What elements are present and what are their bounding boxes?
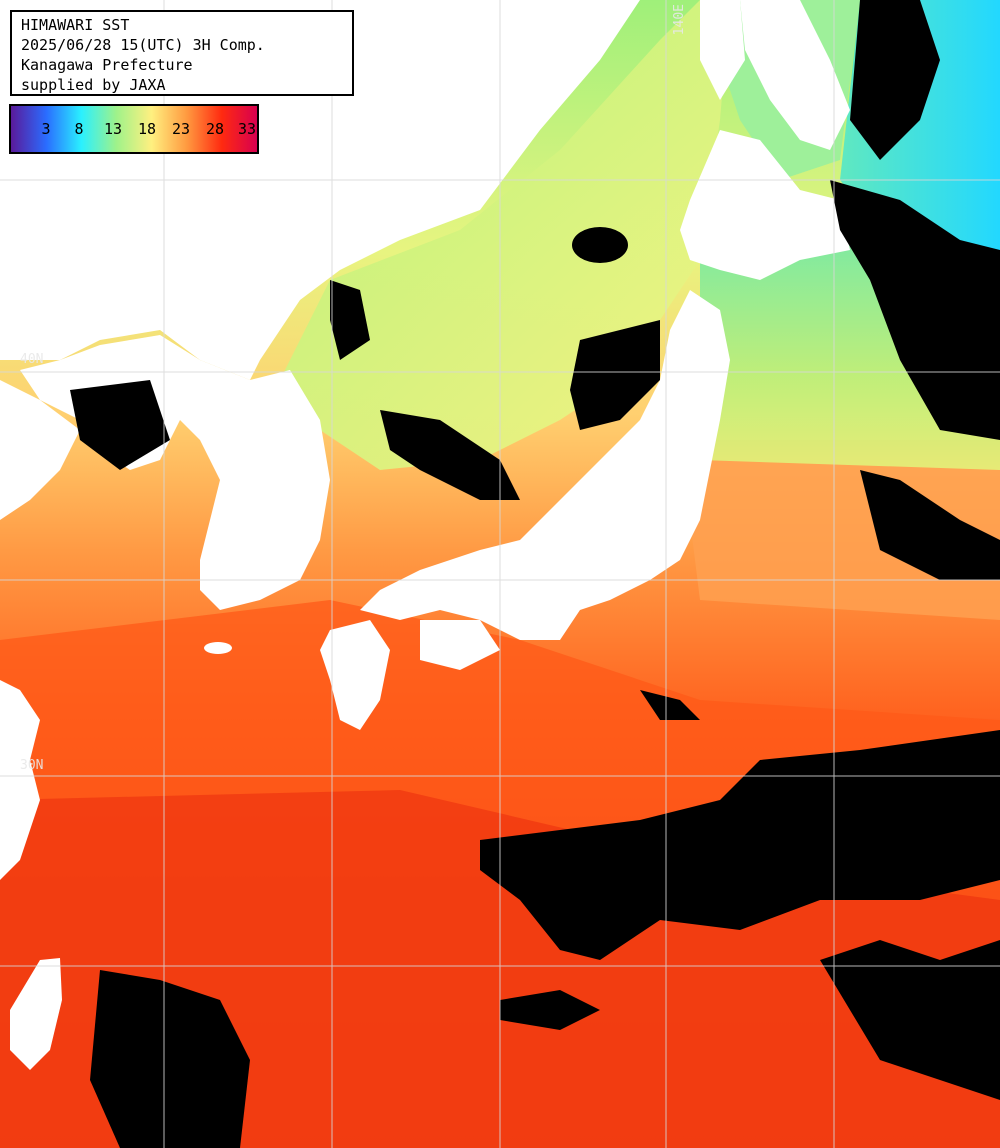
land-shandong [0, 380, 80, 520]
region-name: Kanagawa Prefecture [21, 56, 193, 74]
color-legend: 3 8 13 18 23 28 33 [9, 104, 259, 154]
land-mainland-east [700, 0, 745, 100]
cloud-pacific-east [860, 470, 1000, 580]
timestamp: 2025/06/28 15(UTC) 3H Comp. [21, 36, 265, 54]
cloud-south-east [820, 940, 1000, 1100]
cloud-yellow-sea [70, 380, 170, 470]
legend-tick: 23 [171, 120, 191, 138]
info-box: HIMAWARI SST 2025/06/28 15(UTC) 3H Comp.… [10, 10, 354, 96]
legend-tick: 8 [74, 120, 84, 138]
land-hokkaido [680, 130, 850, 280]
cloud-pacific-south [480, 730, 1000, 960]
land-china-coast [0, 680, 40, 880]
land-sakhalin [740, 0, 850, 150]
grid-label-30n: 30N [20, 758, 44, 773]
product-title: HIMAWARI SST [21, 16, 130, 34]
cloud-south-west [90, 970, 250, 1148]
land-honshu [360, 290, 730, 640]
legend-gradient [11, 106, 257, 152]
legend-tick: 3 [41, 120, 51, 138]
sea-warm-band [680, 440, 1000, 620]
cloud-pacific-small [640, 690, 700, 720]
legend-tick: 18 [137, 120, 157, 138]
cloud-sea-of-japan-4 [572, 227, 628, 263]
legend-tick: 13 [103, 120, 123, 138]
cloud-sea-of-japan-2 [330, 280, 370, 360]
land-kyushu [320, 620, 390, 730]
cloud-sea-of-japan-3 [570, 320, 660, 430]
grid-label-40n: 40N [20, 352, 44, 367]
supplier: supplied by JAXA [21, 76, 166, 94]
legend-tick: 33 [237, 120, 257, 138]
cloud-kuril [830, 180, 1000, 440]
land-shikoku [420, 620, 500, 670]
legend-tick: 28 [205, 120, 225, 138]
cloud-sea-of-japan-1 [380, 410, 520, 500]
land-taiwan [10, 958, 62, 1070]
cloud-south-small [500, 990, 600, 1030]
grid-label-140e: 140E [672, 4, 687, 36]
cloud-okhotsk [850, 0, 940, 160]
land-jeju [204, 642, 232, 654]
